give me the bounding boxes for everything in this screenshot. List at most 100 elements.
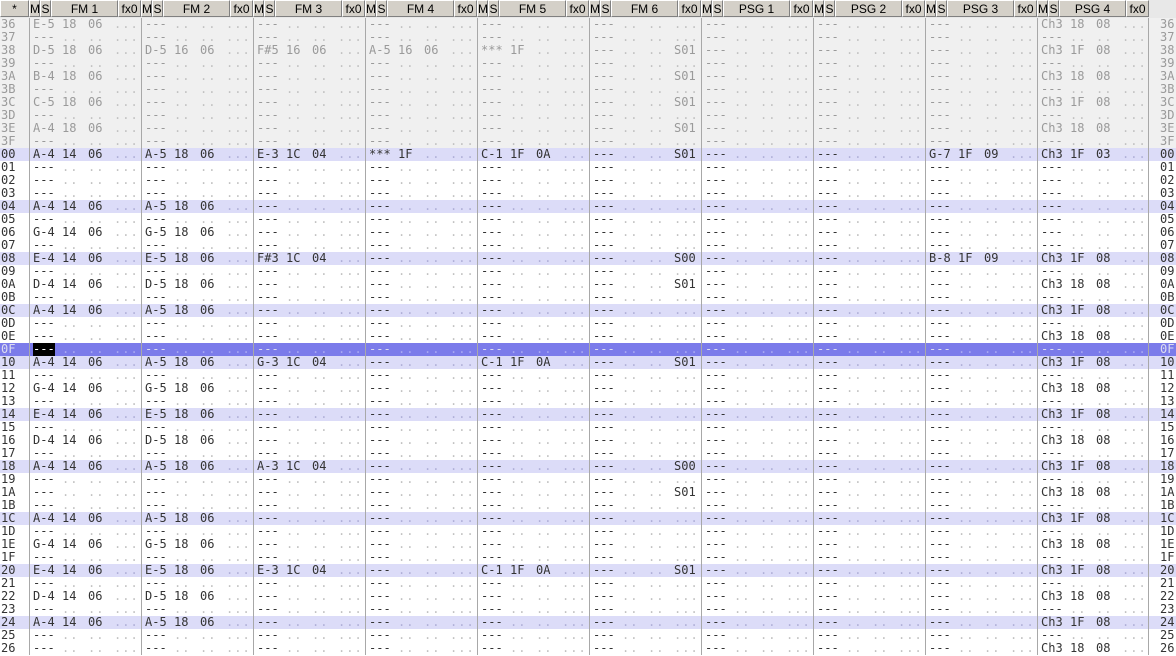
volume-cell[interactable]: .. — [872, 186, 889, 200]
note-cell[interactable]: --- — [481, 290, 503, 304]
volume-cell[interactable]: .. — [872, 290, 889, 304]
effect-cell[interactable]: ... — [898, 43, 923, 57]
effect-cell[interactable]: ... — [226, 277, 251, 291]
volume-cell[interactable]: .. — [648, 186, 665, 200]
instrument-cell[interactable]: .. — [622, 225, 639, 239]
effect-cell[interactable]: ... — [898, 316, 923, 330]
pattern-row[interactable]: 18 18 A-4 14 06... A-5 18 06... A-3 1C 04... ---...… — [0, 460, 1176, 473]
pattern-row[interactable]: 0E 0E ---....... ---....... ---....... ---...… — [0, 330, 1176, 343]
effect-cell[interactable]: ... — [786, 225, 811, 239]
effect-cell[interactable]: ... — [786, 303, 811, 317]
effect-cell[interactable]: ... — [898, 264, 923, 278]
volume-cell[interactable]: .. — [88, 30, 105, 44]
instrument-cell[interactable]: .. — [62, 160, 79, 174]
volume-cell[interactable]: .. — [648, 420, 665, 434]
note-cell[interactable]: --- — [817, 459, 839, 473]
instrument-cell[interactable]: .. — [174, 641, 191, 655]
note-cell[interactable]: --- — [369, 459, 391, 473]
pattern-row[interactable]: 00 00 A-4 14 06... A-5 18 06... E-3 1C 04... *** 1F.… — [0, 148, 1176, 161]
effect-cell[interactable]: ... — [786, 147, 811, 161]
note-cell[interactable]: --- — [257, 433, 279, 447]
effect-cell[interactable]: ... — [338, 43, 363, 57]
volume-cell[interactable]: .. — [984, 264, 1001, 278]
effect-cell[interactable]: ... — [226, 30, 251, 44]
instrument-cell[interactable]: 14 — [62, 303, 77, 317]
instrument-cell[interactable]: .. — [1070, 134, 1087, 148]
effect-cell[interactable]: ... — [786, 394, 811, 408]
note-cell[interactable]: --- — [369, 160, 391, 174]
volume-cell[interactable]: 06 — [200, 303, 215, 317]
effect-cell[interactable]: ... — [898, 147, 923, 161]
effect-cell[interactable]: ... — [786, 30, 811, 44]
pattern-row[interactable]: 3B 3B ---....... ---....... ---....... ---...… — [0, 83, 1176, 96]
effect-cell[interactable]: ... — [114, 69, 139, 83]
note-cell[interactable]: Ch3 — [1041, 17, 1063, 31]
effect-cell[interactable]: ... — [114, 17, 139, 31]
effect-cell[interactable]: ... — [786, 407, 811, 421]
effect-cell[interactable]: ... — [114, 173, 139, 187]
volume-cell[interactable]: 06 — [88, 225, 103, 239]
instrument-cell[interactable]: .. — [174, 82, 191, 96]
volume-cell[interactable]: .. — [88, 290, 105, 304]
effect-cell[interactable]: ... — [562, 82, 587, 96]
instrument-cell[interactable]: .. — [510, 95, 527, 109]
instrument-cell[interactable]: .. — [286, 173, 303, 187]
note-cell[interactable]: --- — [257, 303, 279, 317]
note-cell[interactable]: --- — [705, 381, 727, 395]
note-cell[interactable]: --- — [481, 108, 503, 122]
effect-cell[interactable]: ... — [114, 199, 139, 213]
note-cell[interactable]: --- — [481, 69, 503, 83]
effect-cell[interactable]: ... — [338, 342, 363, 356]
volume-cell[interactable]: .. — [760, 420, 777, 434]
instrument-cell[interactable]: .. — [958, 173, 975, 187]
effect-cell[interactable]: ... — [450, 69, 475, 83]
instrument-cell[interactable]: .. — [174, 329, 191, 343]
instrument-cell[interactable]: .. — [62, 420, 79, 434]
volume-cell[interactable]: .. — [760, 186, 777, 200]
effect-cell[interactable]: ... — [338, 316, 363, 330]
instrument-cell[interactable]: .. — [510, 368, 527, 382]
instrument-cell[interactable]: .. — [1070, 186, 1087, 200]
note-cell[interactable]: --- — [145, 238, 167, 252]
instrument-cell[interactable]: 14 — [62, 225, 77, 239]
volume-cell[interactable]: .. — [648, 446, 665, 460]
effect-cell[interactable]: ... — [674, 212, 699, 226]
volume-cell[interactable]: .. — [984, 355, 1001, 369]
note-cell[interactable]: Ch3 — [1041, 69, 1063, 83]
volume-cell[interactable]: .. — [424, 199, 441, 213]
volume-cell[interactable]: .. — [648, 121, 665, 135]
instrument-cell[interactable]: .. — [398, 342, 415, 356]
instrument-cell[interactable]: .. — [62, 82, 79, 96]
effect-cell[interactable]: ... — [898, 251, 923, 265]
effect-cell[interactable]: ... — [114, 420, 139, 434]
volume-cell[interactable]: .. — [88, 641, 105, 655]
note-cell[interactable]: G-4 — [33, 225, 55, 239]
effect-cell[interactable]: ... — [1010, 212, 1035, 226]
instrument-cell[interactable]: 16 — [174, 43, 189, 57]
instrument-cell[interactable]: .. — [622, 95, 639, 109]
effect-cell[interactable]: ... — [562, 277, 587, 291]
instrument-cell[interactable]: .. — [958, 394, 975, 408]
fx-columns-toggle-psg3[interactable]: fx0 — [1014, 0, 1037, 17]
instrument-cell[interactable]: .. — [62, 30, 79, 44]
note-cell[interactable]: --- — [369, 199, 391, 213]
volume-cell[interactable]: .. — [760, 108, 777, 122]
instrument-cell[interactable]: .. — [1070, 238, 1087, 252]
effect-cell[interactable]: ... — [562, 225, 587, 239]
instrument-cell[interactable]: .. — [286, 277, 303, 291]
note-cell[interactable]: --- — [817, 56, 839, 70]
volume-cell[interactable]: .. — [984, 446, 1001, 460]
note-cell[interactable]: --- — [481, 264, 503, 278]
instrument-cell[interactable]: .. — [846, 199, 863, 213]
note-cell[interactable]: D-5 — [145, 277, 167, 291]
volume-cell[interactable]: .. — [424, 30, 441, 44]
pattern-row[interactable]: 10 10 A-4 14 06... A-5 18 06... G-3 1C 04... ---...… — [0, 356, 1176, 369]
effect-cell[interactable]: ... — [226, 56, 251, 70]
instrument-cell[interactable]: .. — [62, 641, 79, 655]
instrument-cell[interactable]: .. — [398, 199, 415, 213]
effect-cell[interactable]: ... — [450, 641, 475, 655]
note-cell[interactable]: --- — [369, 134, 391, 148]
volume-cell[interactable]: .. — [760, 160, 777, 174]
instrument-cell[interactable]: .. — [62, 56, 79, 70]
volume-cell[interactable]: .. — [536, 420, 553, 434]
